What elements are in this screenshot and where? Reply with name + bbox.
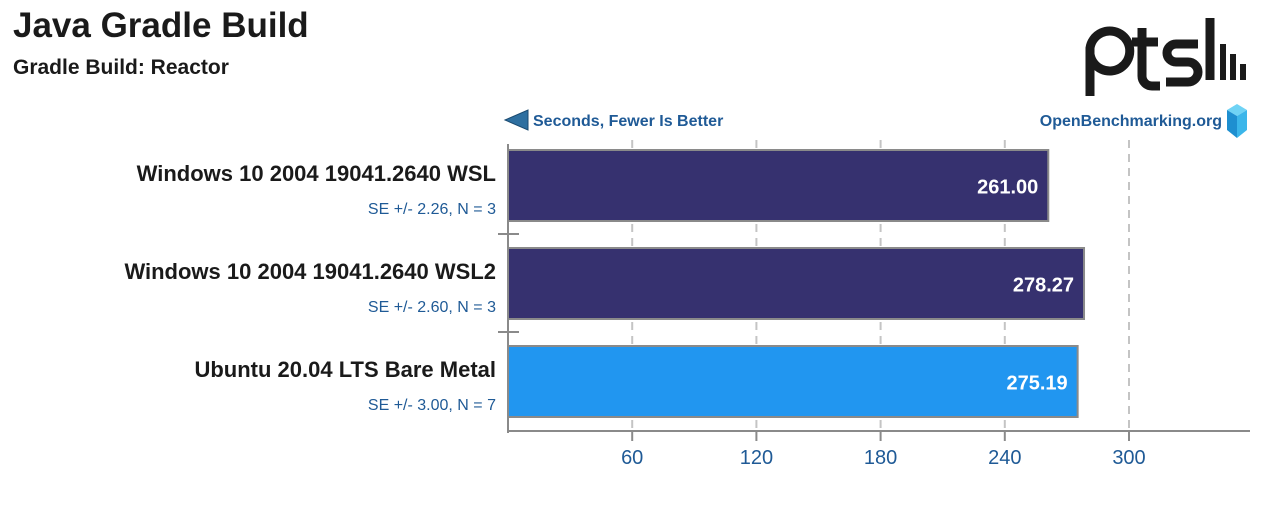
chart-subtitle: Gradle Build: Reactor bbox=[13, 56, 229, 79]
bars: 261.00 278.27 275.19 bbox=[507, 149, 1086, 418]
pts-logo bbox=[1085, 18, 1246, 96]
bar bbox=[507, 247, 1086, 320]
direction-label: Seconds, Fewer Is Better bbox=[533, 113, 723, 130]
category-labels: Windows 10 2004 19041.2640 WSL SE +/- 2.2… bbox=[124, 161, 519, 414]
category-label: Windows 10 2004 19041.2640 WSL2 bbox=[124, 259, 496, 284]
x-tick-label: 60 bbox=[621, 447, 643, 469]
chart-title: Java Gradle Build bbox=[13, 6, 309, 45]
error-label: SE +/- 2.26, N = 3 bbox=[368, 201, 496, 218]
bar bbox=[507, 345, 1079, 418]
site-label: OpenBenchmarking.org bbox=[1040, 113, 1222, 130]
bar-value-label: 261.00 bbox=[977, 177, 1038, 199]
x-tick-label: 300 bbox=[1112, 447, 1145, 469]
x-axis: 60 120 180 240 300 bbox=[507, 144, 1250, 469]
error-label: SE +/- 3.00, N = 7 bbox=[368, 397, 496, 414]
cube-icon bbox=[1227, 104, 1247, 138]
bar-value-label: 278.27 bbox=[1013, 275, 1074, 297]
category-label: Ubuntu 20.04 LTS Bare Metal bbox=[194, 357, 496, 382]
bar bbox=[507, 149, 1050, 222]
x-tick-label: 180 bbox=[864, 447, 897, 469]
bar-value-label: 275.19 bbox=[1006, 373, 1067, 395]
x-tick-label: 240 bbox=[988, 447, 1021, 469]
category-label: Windows 10 2004 19041.2640 WSL bbox=[137, 161, 496, 186]
error-label: SE +/- 2.60, N = 3 bbox=[368, 299, 496, 316]
direction-arrow-icon bbox=[503, 109, 529, 131]
x-tick-label: 120 bbox=[740, 447, 773, 469]
